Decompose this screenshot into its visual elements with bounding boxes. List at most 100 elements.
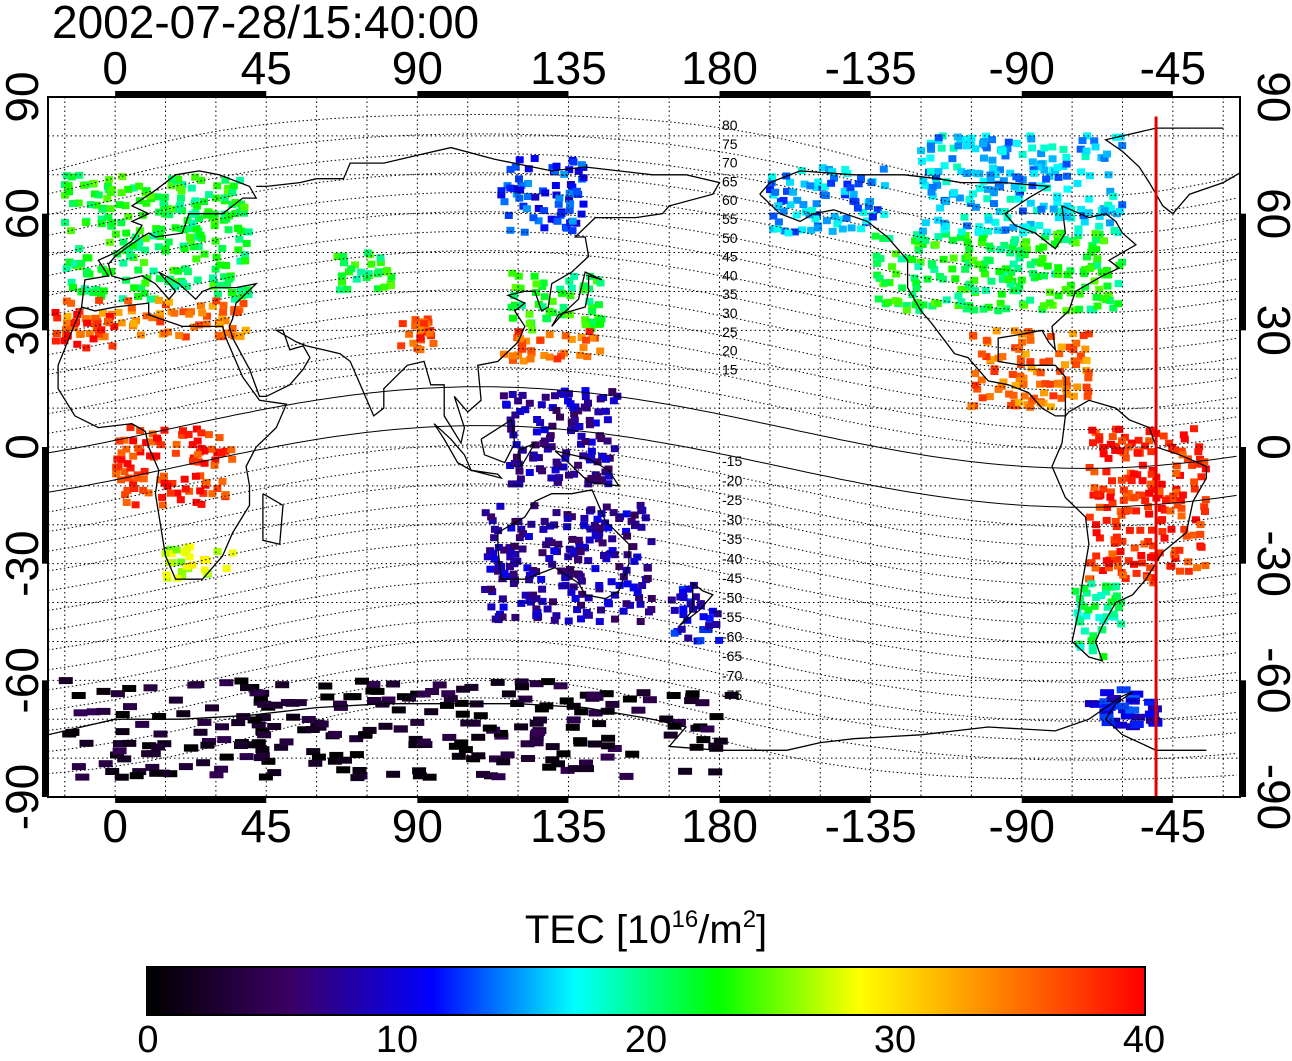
tec-cell xyxy=(498,595,507,603)
tec-cell xyxy=(1092,529,1101,537)
tec-cell xyxy=(638,582,647,589)
tec-cell xyxy=(1038,305,1047,313)
tec-cell xyxy=(1158,516,1167,524)
tec-cell xyxy=(207,445,216,453)
tec-cell xyxy=(684,697,699,705)
tec-cell xyxy=(1054,270,1063,278)
tec-cell xyxy=(568,217,577,225)
tec-cell xyxy=(107,186,116,193)
tec-cell xyxy=(1110,539,1119,547)
tec-cell xyxy=(224,184,233,192)
tec-cell xyxy=(600,552,608,559)
lon-tick-bar xyxy=(719,797,871,803)
tec-cell xyxy=(581,393,590,401)
contour-label: 30 xyxy=(722,305,738,321)
tec-cell xyxy=(576,351,585,359)
tec-cell xyxy=(85,330,94,338)
tec-cell xyxy=(222,281,231,289)
tec-cell xyxy=(202,320,211,328)
tec-cell xyxy=(545,756,560,764)
tec-cell xyxy=(1107,488,1115,496)
tec-cell xyxy=(521,406,530,414)
tec-cell xyxy=(580,514,589,522)
tec-cell xyxy=(679,588,687,596)
tec-cell xyxy=(489,755,503,763)
tec-cell xyxy=(195,321,203,329)
tec-cell xyxy=(1100,237,1108,245)
tec-cell xyxy=(881,279,890,287)
coastline xyxy=(470,469,504,480)
tec-cell xyxy=(873,259,882,267)
tec-cell xyxy=(578,590,587,598)
tec-cell xyxy=(585,536,594,544)
tec-cell xyxy=(411,316,420,324)
tec-cell xyxy=(603,598,612,606)
tec-cell xyxy=(1111,446,1120,454)
tec-cell xyxy=(552,458,561,466)
tec-cell xyxy=(523,564,532,572)
tec-cell xyxy=(500,751,515,759)
tec-cell xyxy=(1117,620,1126,628)
tec-cell xyxy=(636,501,645,509)
tec-cell xyxy=(228,549,237,557)
tec-cell xyxy=(1178,491,1187,499)
tec-cell xyxy=(1190,478,1199,486)
tec-cell xyxy=(594,408,603,416)
tec-cell xyxy=(581,387,590,395)
tec-cell xyxy=(579,174,588,182)
tec-cell xyxy=(242,240,251,247)
lat-label-right: 30 xyxy=(1248,305,1292,356)
tec-cell xyxy=(1010,327,1019,335)
tec-cell xyxy=(1084,374,1093,382)
tec-cell xyxy=(828,168,837,176)
tec-cell xyxy=(997,290,1006,298)
tec-cell xyxy=(1116,447,1125,455)
tec-cell xyxy=(1119,571,1128,579)
tec-cell xyxy=(61,219,70,226)
tec-cell xyxy=(391,706,406,714)
tec-cell xyxy=(65,188,73,196)
tec-cell xyxy=(165,298,173,306)
tec-cell xyxy=(98,760,113,768)
tec-cell xyxy=(1127,439,1136,447)
tec-cell xyxy=(1079,332,1088,340)
tec-cell xyxy=(593,458,602,466)
tec-cell xyxy=(155,275,164,283)
tec-cell xyxy=(525,310,534,318)
tec-cell xyxy=(622,527,631,535)
tec-cell xyxy=(105,313,114,320)
lon-label-bottom: 0 xyxy=(102,800,128,852)
tec-cell xyxy=(1190,485,1199,493)
tec-cell xyxy=(1095,222,1104,230)
tec-cell xyxy=(89,179,98,187)
contour-label: 45 xyxy=(722,249,738,265)
tec-cell xyxy=(1132,507,1141,515)
tec-cell xyxy=(455,710,470,718)
tec-cell xyxy=(1037,150,1046,158)
tec-cell xyxy=(306,748,321,756)
tec-cell xyxy=(970,276,979,284)
tec-cell xyxy=(921,237,930,244)
tec-cell xyxy=(1026,403,1035,411)
tec-cell xyxy=(1063,390,1071,398)
tec-cell xyxy=(525,320,534,328)
tec-cell xyxy=(596,279,605,287)
tec-cell xyxy=(196,472,205,480)
tec-cell xyxy=(1176,567,1184,575)
tec-cell xyxy=(70,260,79,268)
tec-cell xyxy=(333,253,342,260)
tec-cell xyxy=(237,292,246,300)
tec-cell xyxy=(1036,380,1045,388)
tec-cell xyxy=(936,204,945,212)
tec-cell xyxy=(333,700,347,708)
tec-cell xyxy=(1080,218,1089,226)
tec-cell xyxy=(1010,183,1019,191)
tec-cell xyxy=(892,270,901,278)
tec-cell xyxy=(1123,474,1132,482)
tec-cell xyxy=(134,444,143,452)
tec-cell xyxy=(1144,538,1153,545)
tec-cell xyxy=(1069,346,1078,354)
tec-cell xyxy=(489,549,498,557)
tec-cell xyxy=(95,296,104,304)
tec-cell xyxy=(134,243,143,251)
